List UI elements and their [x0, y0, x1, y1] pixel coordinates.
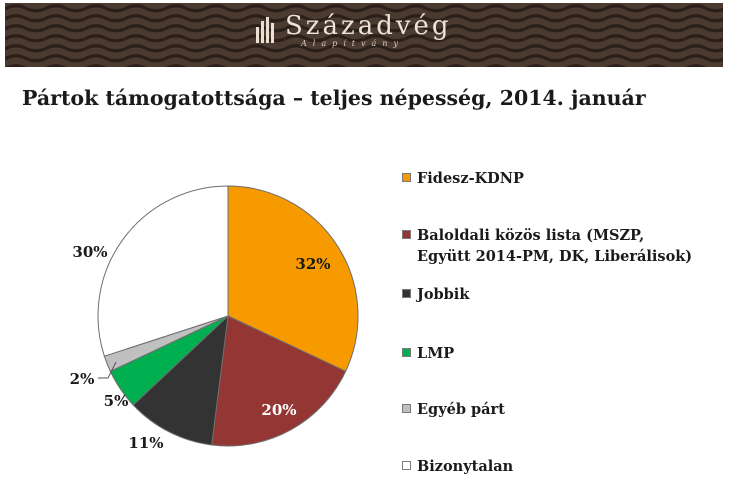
data-label: 32% [295, 255, 330, 273]
legend-item: Bizonytalan [402, 456, 513, 477]
data-label: 30% [72, 243, 107, 261]
legend-label: Bizonytalan [417, 458, 514, 475]
data-label: 11% [128, 434, 163, 452]
logo: Századvég Alapítvány [255, 13, 452, 57]
wave-pattern-background [5, 3, 723, 67]
header-banner: Századvég Alapítvány [5, 3, 723, 67]
legend-swatch [402, 289, 411, 298]
pie-slice [211, 315, 347, 447]
legend-swatch [402, 404, 411, 413]
legend-swatch [402, 230, 411, 239]
legend-label: Fidesz-KDNP [417, 170, 524, 187]
pie-slice [132, 314, 229, 446]
legend-label: Baloldali közös lista (MSZP, Együtt 2014… [417, 227, 693, 265]
chart-title: Pártok támogatottsága – teljes népesség,… [22, 86, 646, 110]
legend-item: Fidesz-KDNP [402, 168, 524, 189]
legend-item: Jobbik [402, 284, 469, 305]
legend-item: Baloldali közös lista (MSZP, Együtt 2014… [402, 225, 692, 267]
legend-label: LMP [417, 345, 455, 362]
leader-line [98, 361, 117, 379]
logo-subtitle: Alapítvány [301, 39, 404, 48]
pie-slice [97, 185, 229, 357]
data-label: 20% [261, 401, 296, 419]
building-columns-icon [256, 17, 274, 43]
legend-item: Egyéb párt [402, 399, 505, 420]
legend-swatch [402, 461, 411, 470]
data-label: 5% [104, 392, 129, 410]
legend-label: Jobbik [417, 286, 470, 303]
legend-swatch [402, 348, 411, 357]
legend-label: Egyéb párt [417, 401, 505, 418]
pie-slice [227, 185, 359, 373]
legend-swatch [402, 173, 411, 182]
legend-item: LMP [402, 343, 454, 364]
logo-name: Századvég [285, 11, 452, 41]
data-label: 2% [70, 370, 95, 388]
